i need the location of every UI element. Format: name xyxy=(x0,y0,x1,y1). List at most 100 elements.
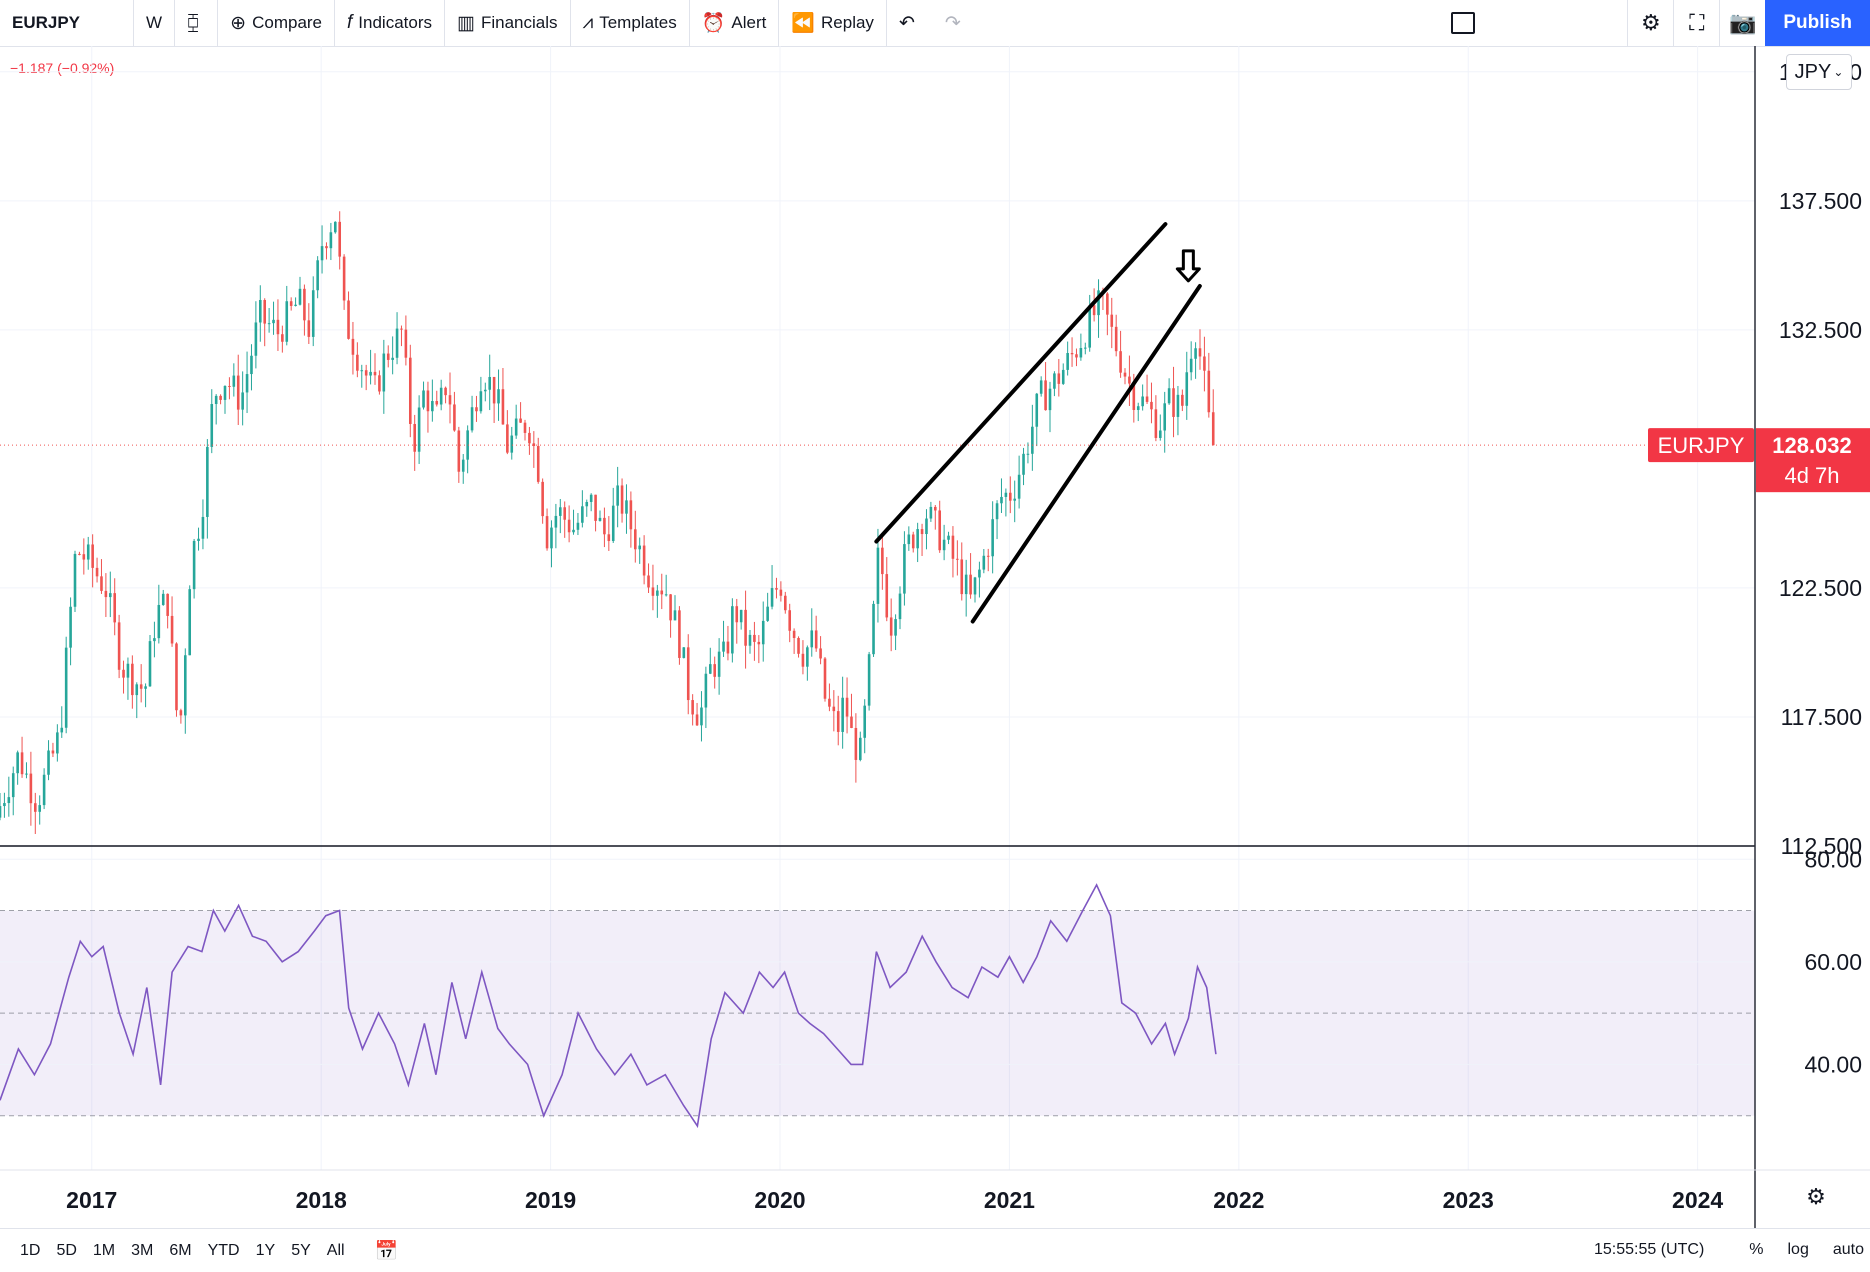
gear-icon: ⚙ xyxy=(1641,10,1661,35)
rsi-axis[interactable]: 80.00 60.00 40.00 xyxy=(1804,846,1862,1077)
axis-settings-icon[interactable]: ⚙ xyxy=(1806,1184,1826,1209)
redo-button[interactable]: ↷ xyxy=(933,0,979,46)
candle-body xyxy=(682,647,686,658)
trend-lines[interactable] xyxy=(874,222,1202,624)
financials-button[interactable]: ▥ Financials xyxy=(445,0,571,46)
candle-body xyxy=(100,576,103,591)
fullscreen-button[interactable]: ⛶ xyxy=(1673,0,1719,46)
range-ytd[interactable]: YTD xyxy=(207,1241,240,1259)
candle-body xyxy=(236,375,240,410)
candle-body xyxy=(567,519,571,533)
candle-body xyxy=(850,716,853,728)
publish-button[interactable]: Publish xyxy=(1765,0,1870,46)
candle-body xyxy=(717,651,721,677)
candle-body xyxy=(161,593,165,605)
candle-body xyxy=(1070,353,1074,355)
candle-body xyxy=(69,606,72,648)
candle-body xyxy=(1008,492,1012,501)
candle-body xyxy=(960,559,964,595)
candle-body xyxy=(1092,305,1096,316)
candle-body xyxy=(819,648,822,659)
candle-body xyxy=(197,538,200,541)
price-chart[interactable]: 142.500137.500132.500122.500117.500112.5… xyxy=(0,46,1870,1228)
candle-body xyxy=(25,773,28,775)
candle-body xyxy=(647,575,650,588)
candle-body xyxy=(858,737,862,760)
candle-body xyxy=(1114,326,1118,352)
candle-body xyxy=(1031,426,1034,454)
candle-body xyxy=(56,732,59,754)
candle-body xyxy=(1097,290,1100,316)
layout-button[interactable] xyxy=(1440,0,1486,46)
range-1y[interactable]: 1Y xyxy=(255,1241,276,1259)
time-tick-label: 2021 xyxy=(984,1187,1035,1213)
candle-body xyxy=(153,638,156,642)
range-5y[interactable]: 5Y xyxy=(291,1241,311,1259)
candle-body xyxy=(219,395,222,400)
candle-body xyxy=(792,630,796,638)
candle-body xyxy=(307,320,311,337)
candle-body xyxy=(413,423,417,452)
range-all[interactable]: All xyxy=(326,1241,345,1259)
range-3m[interactable]: 3M xyxy=(131,1241,154,1259)
candle-body xyxy=(581,506,584,523)
candle-body xyxy=(1194,348,1197,359)
candle-body xyxy=(1167,388,1171,404)
range-1m[interactable]: 1M xyxy=(92,1241,116,1259)
indicators-button[interactable]: f Indicators xyxy=(335,0,445,46)
alert-button[interactable]: ⏰ Alert xyxy=(690,0,780,46)
candle-body xyxy=(1044,380,1047,411)
function-icon: f xyxy=(347,12,353,33)
clock[interactable]: 15:55:55 (UTC) xyxy=(1594,1241,1705,1258)
calendar-icon[interactable]: 📅 xyxy=(374,1240,399,1262)
candle-body xyxy=(38,805,42,812)
candle-body xyxy=(986,555,990,557)
templates-button[interactable]: ⩘ Templates xyxy=(571,0,690,46)
candle-body xyxy=(183,655,187,716)
candle-body xyxy=(744,609,747,646)
auto-toggle[interactable]: auto xyxy=(1832,1241,1864,1258)
candle-body xyxy=(642,545,646,576)
candle-body xyxy=(964,574,968,595)
log-toggle[interactable]: log xyxy=(1787,1241,1809,1258)
candle-body xyxy=(404,329,408,358)
compare-button[interactable]: ⊕ Compare xyxy=(218,0,336,46)
trend-line[interactable] xyxy=(874,222,1168,544)
symbol-search[interactable]: EURJPY xyxy=(0,0,134,46)
chart-type-button[interactable]: ⧮ xyxy=(175,0,219,46)
candle-body xyxy=(483,389,487,392)
candle-body xyxy=(1026,453,1030,455)
candle-body xyxy=(148,641,152,687)
candle-body xyxy=(691,700,694,715)
candle-body xyxy=(466,430,469,460)
candle-body xyxy=(519,418,522,423)
replay-button[interactable]: ⏪ Replay xyxy=(779,0,887,46)
interval-button[interactable]: W xyxy=(134,0,176,46)
templates-label: Templates xyxy=(599,13,677,32)
settings-button[interactable]: ⚙ xyxy=(1627,0,1673,46)
percent-toggle[interactable]: % xyxy=(1749,1241,1764,1258)
candle-body xyxy=(726,641,730,654)
candle-body xyxy=(1128,376,1131,384)
trend-line[interactable] xyxy=(970,284,1202,624)
time-axis[interactable]: 2017 2018 2019 2020 2021 2022 2023 2024 xyxy=(66,1187,1723,1213)
candle-body xyxy=(272,319,275,324)
candle-body xyxy=(885,574,889,618)
candle-body xyxy=(1150,401,1153,410)
range-1d[interactable]: 1D xyxy=(20,1241,41,1259)
candle-body xyxy=(510,435,514,453)
candle-body xyxy=(731,606,734,654)
currency-selector[interactable]: JPY ⌄ xyxy=(1786,54,1852,90)
range-6m[interactable]: 6M xyxy=(169,1241,192,1259)
candle-body xyxy=(669,594,672,621)
undo-button[interactable]: ↶ xyxy=(887,0,933,46)
candle-body xyxy=(1004,492,1008,497)
candle-body xyxy=(1172,388,1175,417)
candle-body xyxy=(395,328,399,358)
candle-body xyxy=(303,288,306,321)
candle-body xyxy=(506,424,509,453)
arrow-down-icon[interactable] xyxy=(1175,249,1201,283)
down-arrow-marker[interactable] xyxy=(1175,249,1201,283)
range-5d[interactable]: 5D xyxy=(56,1241,77,1259)
snapshot-button[interactable]: 📷 xyxy=(1719,0,1765,46)
